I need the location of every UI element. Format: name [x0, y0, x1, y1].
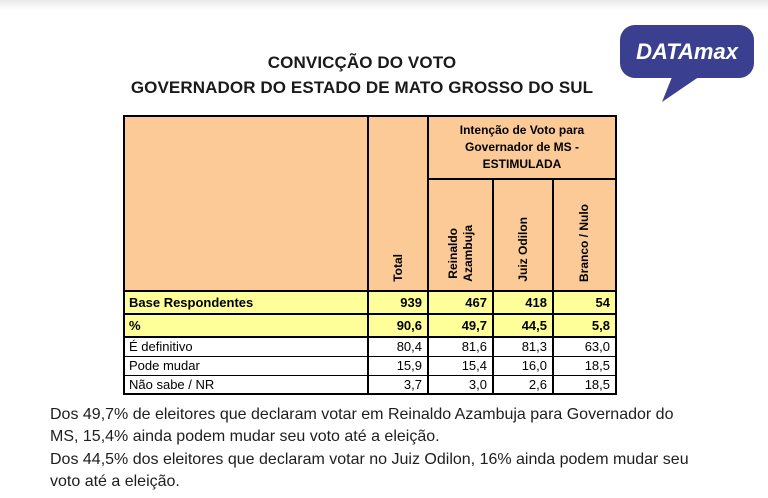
row-label: % [123, 313, 369, 338]
cell-azambuja: 3,0 [427, 374, 494, 395]
col-header-azambuja: Reinaldo Azambuja [446, 225, 476, 282]
col-header-branco-cell: Branco / Nulo [552, 178, 617, 292]
cell-odilon: 16,0 [492, 355, 554, 376]
col-header-azambuja-cell: Reinaldo Azambuja [427, 178, 494, 292]
cell-odilon: 81,3 [492, 336, 554, 357]
results-table: Total Intenção de Voto para Governador d… [123, 115, 617, 395]
row-label: Pode mudar [123, 355, 369, 376]
page-top-shade [0, 0, 768, 10]
cell-odilon: 44,5 [492, 313, 554, 338]
col-header-total-cell: Total [367, 115, 429, 292]
table-row-percent: % 90,6 49,7 44,5 5,8 [123, 313, 617, 338]
page-title-line1: CONVICÇÃO DO VOTO [267, 53, 457, 72]
cell-total: 15,9 [367, 355, 429, 376]
col-header-odilon: Juiz Odilon [515, 217, 530, 282]
row-label: Base Respondentes [123, 290, 369, 315]
cell-odilon: 2,6 [492, 374, 554, 395]
datamax-logo: DATAmax [620, 25, 754, 102]
table-row-definitivo: É definitivo 80,4 81,6 81,3 63,0 [123, 336, 617, 357]
cell-azambuja: 81,6 [427, 336, 494, 357]
corner-cell [123, 115, 369, 292]
logo-speech-bubble [620, 25, 754, 78]
col-header-odilon-cell: Juiz Odilon [492, 178, 554, 292]
col-header-azambuja-line2: Azambuja [460, 225, 475, 282]
row-label: Não sabe / NR [123, 374, 369, 395]
cell-total: 80,4 [367, 336, 429, 357]
col-header-azambuja-line1: Reinaldo [445, 228, 460, 279]
cell-total: 3,7 [367, 374, 429, 395]
cell-total: 90,6 [367, 313, 429, 338]
cell-branco: 54 [552, 290, 617, 315]
cell-azambuja: 15,4 [427, 355, 494, 376]
page-title-line2: GOVERNADOR DO ESTADO DE MATO GROSSO DO S… [130, 78, 594, 97]
span-header-cell: Intenção de Voto para Governador de MS -… [427, 115, 617, 180]
cell-branco: 63,0 [552, 336, 617, 357]
cell-odilon: 418 [492, 290, 554, 315]
cell-azambuja: 467 [427, 290, 494, 315]
col-header-branco: Branco / Nulo [577, 203, 591, 282]
logo-text: DATAmax [636, 39, 739, 64]
footer-note-line4: voto até a eleição. [50, 473, 180, 491]
footer-note-line3: Dos 44,5% dos eleitores que declaram vot… [50, 450, 689, 468]
table-row-nao-sabe: Não sabe / NR 3,7 3,0 2,6 18,5 [123, 374, 617, 395]
table-row-pode-mudar: Pode mudar 15,9 15,4 16,0 18,5 [123, 355, 617, 376]
page-title: CONVICÇÃO DO VOTO GOVERNADOR DO ESTADO D… [0, 50, 724, 100]
footer-note-line2: MS, 15,4% ainda podem mudar seu voto até… [50, 428, 440, 446]
cell-branco: 18,5 [552, 374, 617, 395]
cell-azambuja: 49,7 [427, 313, 494, 338]
footer-note-line1: Dos 49,7% de eleitores que declaram vota… [50, 406, 674, 423]
table-row-base: Base Respondentes 939 467 418 54 [123, 290, 617, 315]
row-label: É definitivo [123, 336, 369, 357]
footer-note: Dos 49,7% de eleitores que declaram vota… [50, 404, 760, 494]
cell-branco: 18,5 [552, 355, 617, 376]
col-header-total: Total [390, 254, 405, 282]
cell-branco: 5,8 [552, 313, 617, 338]
cell-total: 939 [367, 290, 429, 315]
logo-speech-bubble-tail [662, 72, 706, 102]
